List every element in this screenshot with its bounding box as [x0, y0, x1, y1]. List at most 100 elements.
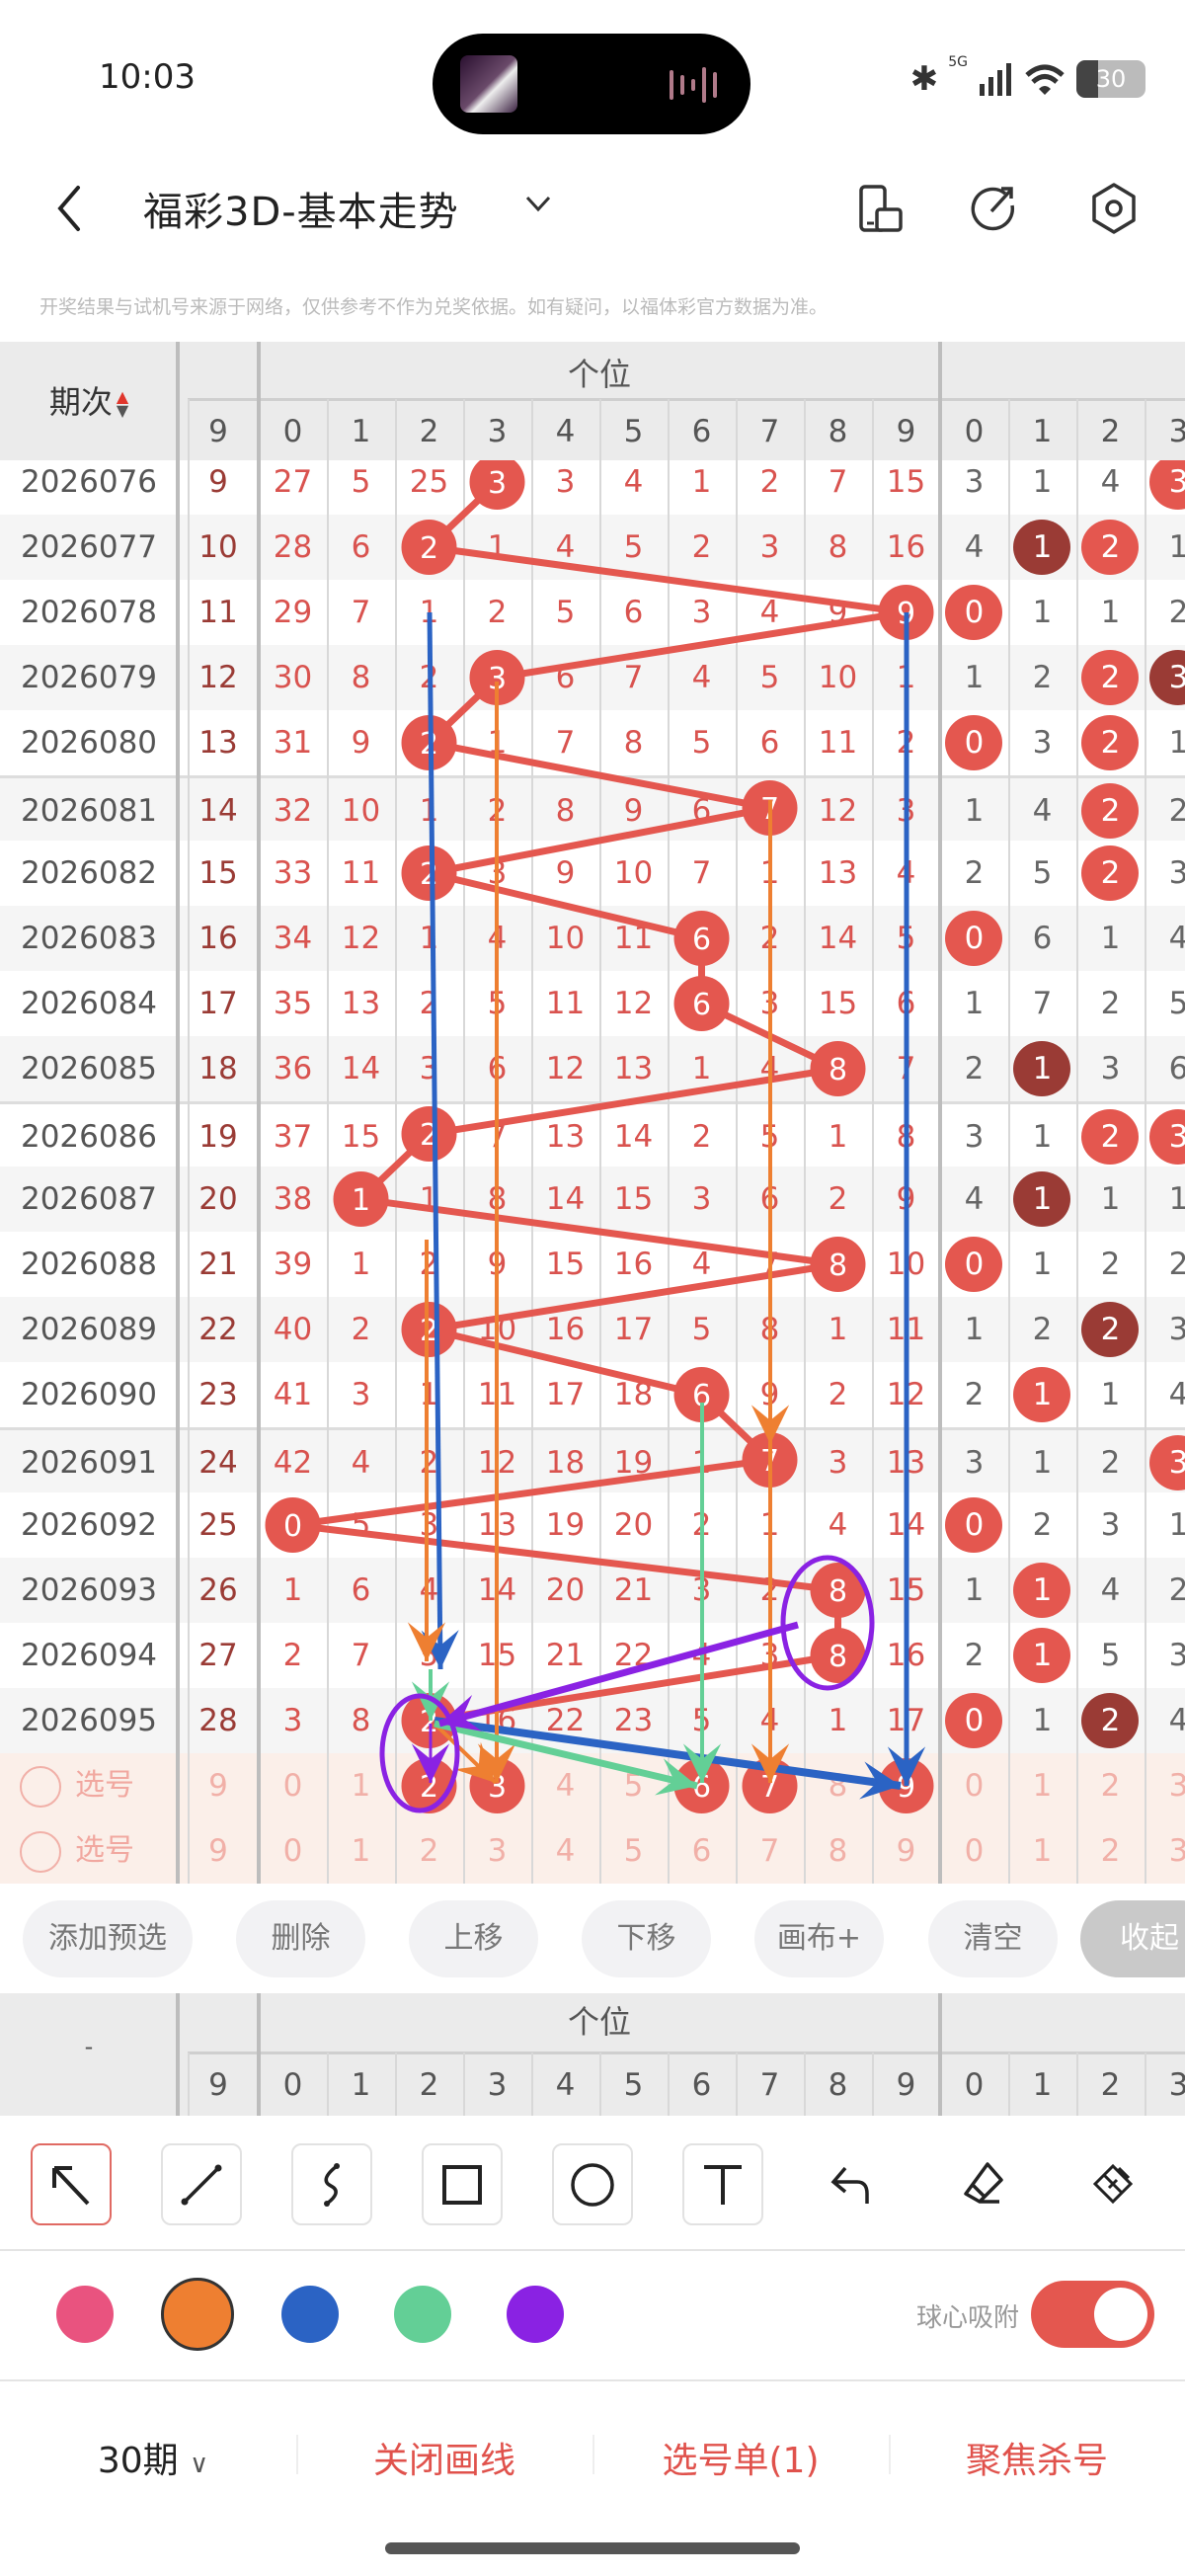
status-icons: ✱ 5G 30 — [910, 54, 1146, 104]
digit-miss-cell: 1 — [759, 855, 780, 891]
select-digit[interactable]: 1 — [351, 1768, 371, 1804]
digit-miss-cell: 1 — [419, 921, 439, 956]
right-miss-cell: 7 — [1032, 986, 1053, 1021]
action-button-6[interactable]: 收起 — [1080, 1900, 1185, 1977]
tool-line[interactable] — [161, 2143, 242, 2225]
tool-ellipse[interactable] — [552, 2143, 633, 2225]
digit-miss-cell: 10 — [545, 921, 586, 956]
chevron-down-icon[interactable] — [523, 194, 553, 215]
select-digit[interactable]: 0 — [282, 1768, 303, 1804]
select-digit[interactable]: 2 — [419, 1833, 439, 1869]
eraser-button[interactable] — [942, 2143, 1023, 2225]
back-icon[interactable] — [54, 184, 84, 233]
ball-bg — [1081, 845, 1139, 901]
right-miss-cell: 6 — [1168, 1051, 1185, 1087]
trend-table-body[interactable]: 2026076 9 27 5 25 3 4 1 2 7 15 3 1 4 3 2026077 10 28 6 1 4 5 2… — [0, 449, 1185, 1887]
digit-miss-cell: 10 — [477, 1312, 517, 1347]
radio-circle-icon[interactable] — [20, 1765, 61, 1808]
snap-toggle[interactable] — [1031, 2281, 1154, 2348]
tool-select-arrow[interactable] — [31, 2143, 112, 2225]
right-ball: 1 — [1008, 1623, 1076, 1688]
digit-miss-cell: 3 — [419, 1051, 439, 1087]
action-button-3[interactable]: 下移 — [582, 1900, 711, 1977]
select-right-digit[interactable]: 2 — [1100, 1833, 1121, 1869]
digit-miss-cell: 7 — [623, 660, 644, 695]
action-button-2[interactable]: 上移 — [409, 1900, 538, 1977]
select-digit[interactable]: 0 — [282, 1833, 303, 1869]
right-miss-cell: 3 — [964, 1445, 985, 1481]
select-right-digit[interactable]: 1 — [1032, 1833, 1053, 1869]
select-right-digit[interactable]: 2 — [1100, 1768, 1121, 1804]
action-button-5[interactable]: 清空 — [928, 1900, 1058, 1977]
select-digit[interactable]: 9 — [896, 1833, 916, 1869]
selection-list-button[interactable]: 选号单(1) — [662, 2441, 820, 2481]
right-miss-cell: 1 — [964, 986, 985, 1021]
sort-icon[interactable]: ▲ ▼ — [116, 387, 129, 420]
select-digit[interactable]: 8 — [828, 1833, 848, 1869]
digit-miss-cell: 1 — [282, 1572, 303, 1608]
select-right-digit[interactable]: 1 — [1032, 1768, 1053, 1804]
bottom-digit-header: 8 — [828, 2067, 848, 2103]
select-digit[interactable]: 4 — [555, 1768, 576, 1804]
action-button-1[interactable]: 删除 — [236, 1900, 365, 1977]
undo-button[interactable] — [812, 2143, 893, 2225]
tool-text[interactable] — [682, 2143, 763, 2225]
color-swatch[interactable] — [281, 2286, 339, 2343]
select-digit[interactable]: 8 — [828, 1768, 848, 1804]
action-button-4[interactable]: 画布+ — [754, 1900, 884, 1977]
share-icon[interactable] — [970, 184, 1019, 233]
action-button-0[interactable]: 添加预选 — [23, 1900, 193, 1977]
digit-miss-cell: 8 — [487, 1181, 508, 1217]
lead-miss-cell: 18 — [198, 1051, 238, 1087]
select-digit[interactable]: 4 — [555, 1833, 576, 1869]
period-count-dropdown[interactable]: 30期 ∨ — [79, 2432, 227, 2483]
select-digit[interactable]: 3 — [487, 1833, 508, 1869]
digit-miss-cell: 16 — [886, 1638, 926, 1673]
bottom-right-digit-header: 0 — [964, 2067, 985, 2103]
tool-curve[interactable] — [291, 2143, 372, 2225]
close-drawing-button[interactable]: 关闭画线 — [372, 2441, 515, 2481]
settings-icon[interactable] — [1089, 182, 1139, 235]
right-miss-cell: 2 — [1032, 660, 1053, 695]
phone-layout-icon[interactable] — [857, 184, 907, 233]
page-title[interactable]: 福彩3D-基本走势 — [143, 190, 459, 235]
select-digit[interactable]: 6 — [691, 1833, 712, 1869]
dynamic-island-media[interactable] — [433, 34, 750, 134]
select-row-toggle[interactable]: 选号 — [20, 1818, 178, 1884]
lead-miss-cell: 16 — [198, 921, 238, 956]
select-row[interactable]: 选号 9 0 1 2 3 4 5 6 7 8 9 0 1 2 3 — [0, 1818, 1185, 1884]
select-right-digit[interactable]: 0 — [964, 1768, 985, 1804]
digit-miss-cell: 4 — [759, 1051, 780, 1087]
color-swatch[interactable] — [394, 2286, 451, 2343]
radio-circle-icon[interactable] — [20, 1830, 61, 1873]
digit-miss-cell: 5 — [623, 529, 644, 565]
focus-kill-button[interactable]: 聚焦杀号 — [965, 2441, 1108, 2481]
home-indicator[interactable] — [385, 2542, 800, 2554]
digit-miss-cell: 35 — [273, 986, 313, 1021]
select-row-toggle[interactable]: 选号 — [20, 1753, 178, 1818]
select-digit[interactable]: 1 — [351, 1833, 371, 1869]
bottom-group-header: 个位 — [567, 2003, 631, 2041]
period-sort-header[interactable]: 期次 ▲ ▼ — [0, 377, 178, 423]
right-miss-cell: 3 — [964, 464, 985, 500]
digit-miss-cell: 4 — [691, 1247, 712, 1282]
select-digit[interactable]: 7 — [759, 1833, 780, 1869]
digit-miss-cell: 15 — [341, 1119, 381, 1155]
tool-rectangle[interactable] — [422, 2143, 503, 2225]
right-miss-cell: 3 — [1168, 1312, 1185, 1347]
select-right-digit[interactable]: 3 — [1168, 1768, 1185, 1804]
select-digit[interactable]: 5 — [623, 1833, 644, 1869]
right-ball: 3 — [1145, 449, 1185, 515]
digit-miss-cell: 14 — [545, 1181, 586, 1217]
clear-brush-button[interactable] — [1073, 2143, 1154, 2225]
color-swatch[interactable] — [161, 2278, 234, 2351]
period-cell: 2026078 — [20, 595, 158, 630]
color-swatch[interactable] — [56, 2286, 114, 2343]
select-right-digit[interactable]: 3 — [1168, 1833, 1185, 1869]
select-digit[interactable]: 5 — [623, 1768, 644, 1804]
select-right-digit[interactable]: 0 — [964, 1833, 985, 1869]
digit-miss-cell: 16 — [477, 1703, 517, 1738]
digit-miss-cell: 12 — [477, 1445, 517, 1481]
digit-miss-cell: 15 — [545, 1247, 586, 1282]
color-swatch[interactable] — [507, 2286, 564, 2343]
